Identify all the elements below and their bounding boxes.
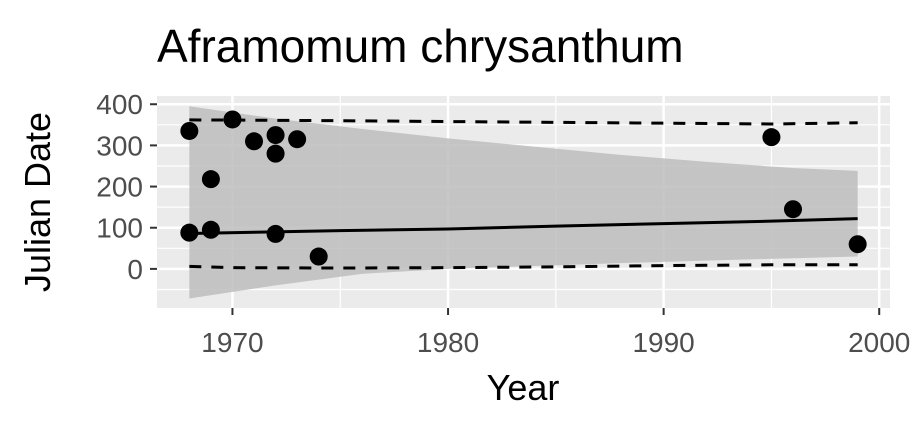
data-point [201,220,220,239]
confidence-band [189,106,858,299]
data-point [180,121,199,140]
data-point [762,128,781,147]
x-axis: 1970 1980 1990 2000 [201,308,910,358]
lower-dashed-line [189,263,858,270]
y-axis: 0 100 200 300 400 [96,89,157,285]
y-tick-label: 400 [96,89,143,120]
y-axis-title: Julian Date [17,112,58,292]
data-point [201,170,220,189]
data-point [245,132,264,151]
y-tick-label: 300 [96,130,143,161]
data-point [266,144,285,163]
y-tick-label: 100 [96,213,143,244]
data-point [266,126,285,145]
data-point [266,224,285,243]
upper-dashed-line [189,118,858,126]
data-points [180,110,867,266]
data-point [783,200,802,219]
data-point [223,110,242,129]
x-axis-title: Year [487,367,560,408]
x-tick-label: 1980 [417,327,479,358]
x-tick-label: 2000 [848,327,910,358]
data-point [848,235,867,254]
data-point [180,223,199,242]
data-point [288,130,307,149]
x-tick-label: 1970 [201,327,263,358]
fit-line [189,217,858,235]
y-tick-label: 200 [96,172,143,203]
x-tick-label: 1990 [632,327,694,358]
y-tick-label: 0 [127,254,143,285]
data-point [309,247,328,266]
chart-title: Aframomum chrysanthum [157,20,684,72]
